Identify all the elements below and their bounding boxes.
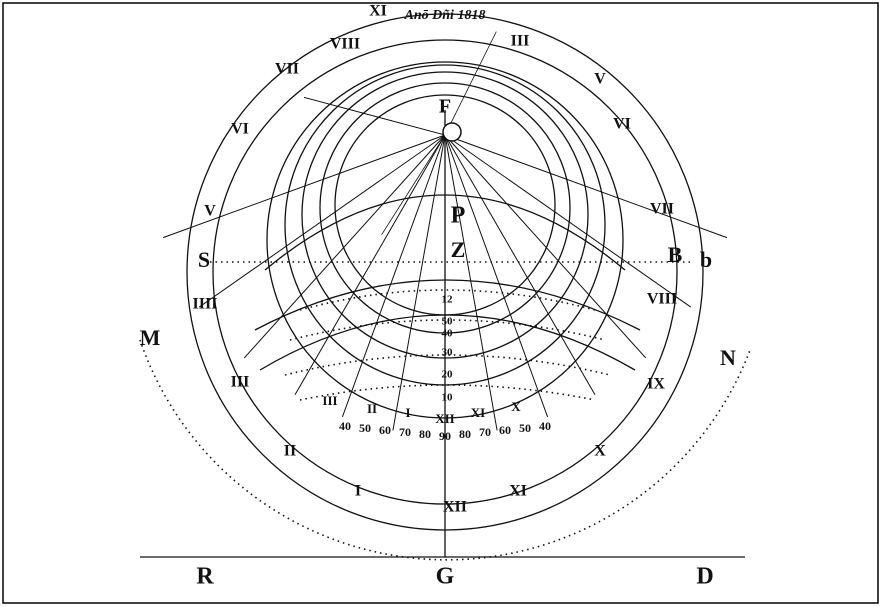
outer-hour: V bbox=[204, 203, 216, 220]
point-label: F bbox=[439, 96, 451, 118]
altitude-label: 70 bbox=[479, 425, 491, 439]
hour-line bbox=[341, 134, 446, 418]
outer-hour: X bbox=[594, 443, 606, 460]
hour-line bbox=[162, 134, 446, 239]
inner-hour: XI bbox=[471, 405, 485, 420]
dotted-lines bbox=[139, 261, 751, 561]
hour-line bbox=[294, 134, 446, 396]
outer-hour: VIII bbox=[647, 291, 677, 308]
point-label: B bbox=[668, 242, 683, 267]
hour-line bbox=[444, 134, 647, 359]
sun bbox=[442, 122, 462, 142]
hour-line bbox=[243, 134, 446, 359]
point-label: P bbox=[451, 203, 466, 229]
outer-hour: VI bbox=[231, 121, 249, 138]
altitude-label: 60 bbox=[379, 423, 391, 437]
point-label: D bbox=[696, 564, 713, 590]
inner-hour: X bbox=[511, 399, 521, 414]
outer-hour: VII bbox=[275, 61, 299, 78]
hour-line bbox=[392, 134, 446, 431]
point-label: R bbox=[196, 564, 214, 590]
center-scale-label: 12 bbox=[442, 294, 454, 306]
point-label: b bbox=[700, 247, 712, 272]
hour-lines bbox=[162, 31, 728, 435]
outer-hour: III bbox=[231, 374, 250, 391]
altitude-label: 80 bbox=[419, 427, 431, 441]
point-label: N bbox=[720, 345, 736, 370]
center-scale-label: 40 bbox=[442, 328, 454, 340]
altitude-label: 50 bbox=[359, 421, 371, 435]
outer-hour: VI bbox=[613, 116, 631, 133]
hour-line bbox=[444, 134, 498, 431]
point-label: G bbox=[436, 564, 455, 590]
inner-hour: III bbox=[322, 393, 337, 408]
inner-hour: II bbox=[367, 401, 377, 416]
inner-hour: I bbox=[405, 405, 410, 420]
outer-hour: I bbox=[355, 483, 361, 500]
outer-hour: IX bbox=[647, 376, 665, 393]
hour-line bbox=[198, 134, 446, 308]
altitude-label: 80 bbox=[459, 427, 471, 441]
point-label: S bbox=[198, 247, 210, 272]
outer-hour: V bbox=[594, 71, 606, 88]
point-label: Z bbox=[451, 237, 466, 262]
altitude-label: 90 bbox=[439, 429, 451, 443]
hour-line bbox=[444, 134, 549, 418]
center-scale-label: 50 bbox=[442, 316, 454, 328]
inner-hour: XII bbox=[435, 411, 455, 426]
hour-line bbox=[444, 134, 692, 308]
outer-hour: II bbox=[284, 443, 296, 460]
center-scale-label: 10 bbox=[442, 392, 454, 404]
altitude-label: 40 bbox=[539, 419, 551, 433]
center-scale-label: 20 bbox=[442, 369, 454, 381]
altitude-label: 60 bbox=[499, 423, 511, 437]
outer-hour: VIII bbox=[330, 36, 360, 53]
outer-hour: IIII bbox=[193, 296, 218, 313]
center-scale-label: 30 bbox=[442, 347, 454, 359]
upper-line bbox=[303, 96, 446, 136]
altitude-label: 40 bbox=[339, 419, 351, 433]
outer-hour: VII bbox=[650, 201, 674, 218]
hour-line bbox=[444, 134, 728, 239]
hour-line bbox=[444, 134, 596, 396]
altitude-label: 70 bbox=[399, 425, 411, 439]
altitude-label: 50 bbox=[519, 421, 531, 435]
outer-hour: XI bbox=[509, 483, 527, 500]
inscription: Anō Dñi 1818 bbox=[404, 8, 486, 23]
upper-line bbox=[381, 134, 446, 235]
outer-hour: XI bbox=[369, 3, 387, 20]
point-label: M bbox=[140, 325, 161, 350]
upper-line bbox=[444, 31, 497, 136]
outer-hour: III bbox=[511, 33, 530, 50]
outer-hour: XII bbox=[443, 499, 467, 516]
